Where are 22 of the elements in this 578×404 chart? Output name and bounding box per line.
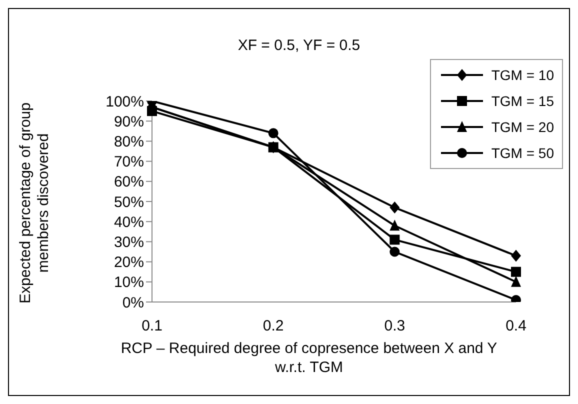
y-tick-label: 60% (114, 174, 144, 191)
y-tick-label: 20% (114, 254, 144, 272)
x-tick-label: 0.3 (384, 318, 406, 335)
y-tick-label: 10% (114, 274, 144, 292)
legend-label: TGM = 20 (491, 119, 554, 135)
y-tick-label: 50% (114, 194, 144, 211)
legend-label: TGM = 15 (491, 93, 554, 109)
x-tick-label: 0.1 (142, 318, 162, 335)
y-tick-label: 30% (114, 234, 144, 252)
y-tick-label: 40% (114, 214, 144, 231)
y-tick-label: 70% (114, 154, 144, 171)
y-tick-label: 80% (114, 134, 144, 151)
chart-title: XF = 0.5, YF = 0.5 (236, 37, 362, 54)
y-axis-title: Expected percentage of group members discovered (17, 102, 53, 306)
x-axis-title: RCP – Required degree of copresence between X and Y w.r.t. TGM (120, 339, 498, 377)
y-tick-label: 100% (106, 93, 144, 110)
x-tick-label: 0.4 (506, 318, 526, 335)
x-tick-label: 0.2 (262, 318, 284, 335)
y-tick-label: 0% (122, 294, 144, 312)
legend-label: TGM = 50 (491, 145, 554, 161)
y-tick-label: 90% (114, 113, 144, 130)
legend-label: TGM = 10 (491, 67, 554, 83)
